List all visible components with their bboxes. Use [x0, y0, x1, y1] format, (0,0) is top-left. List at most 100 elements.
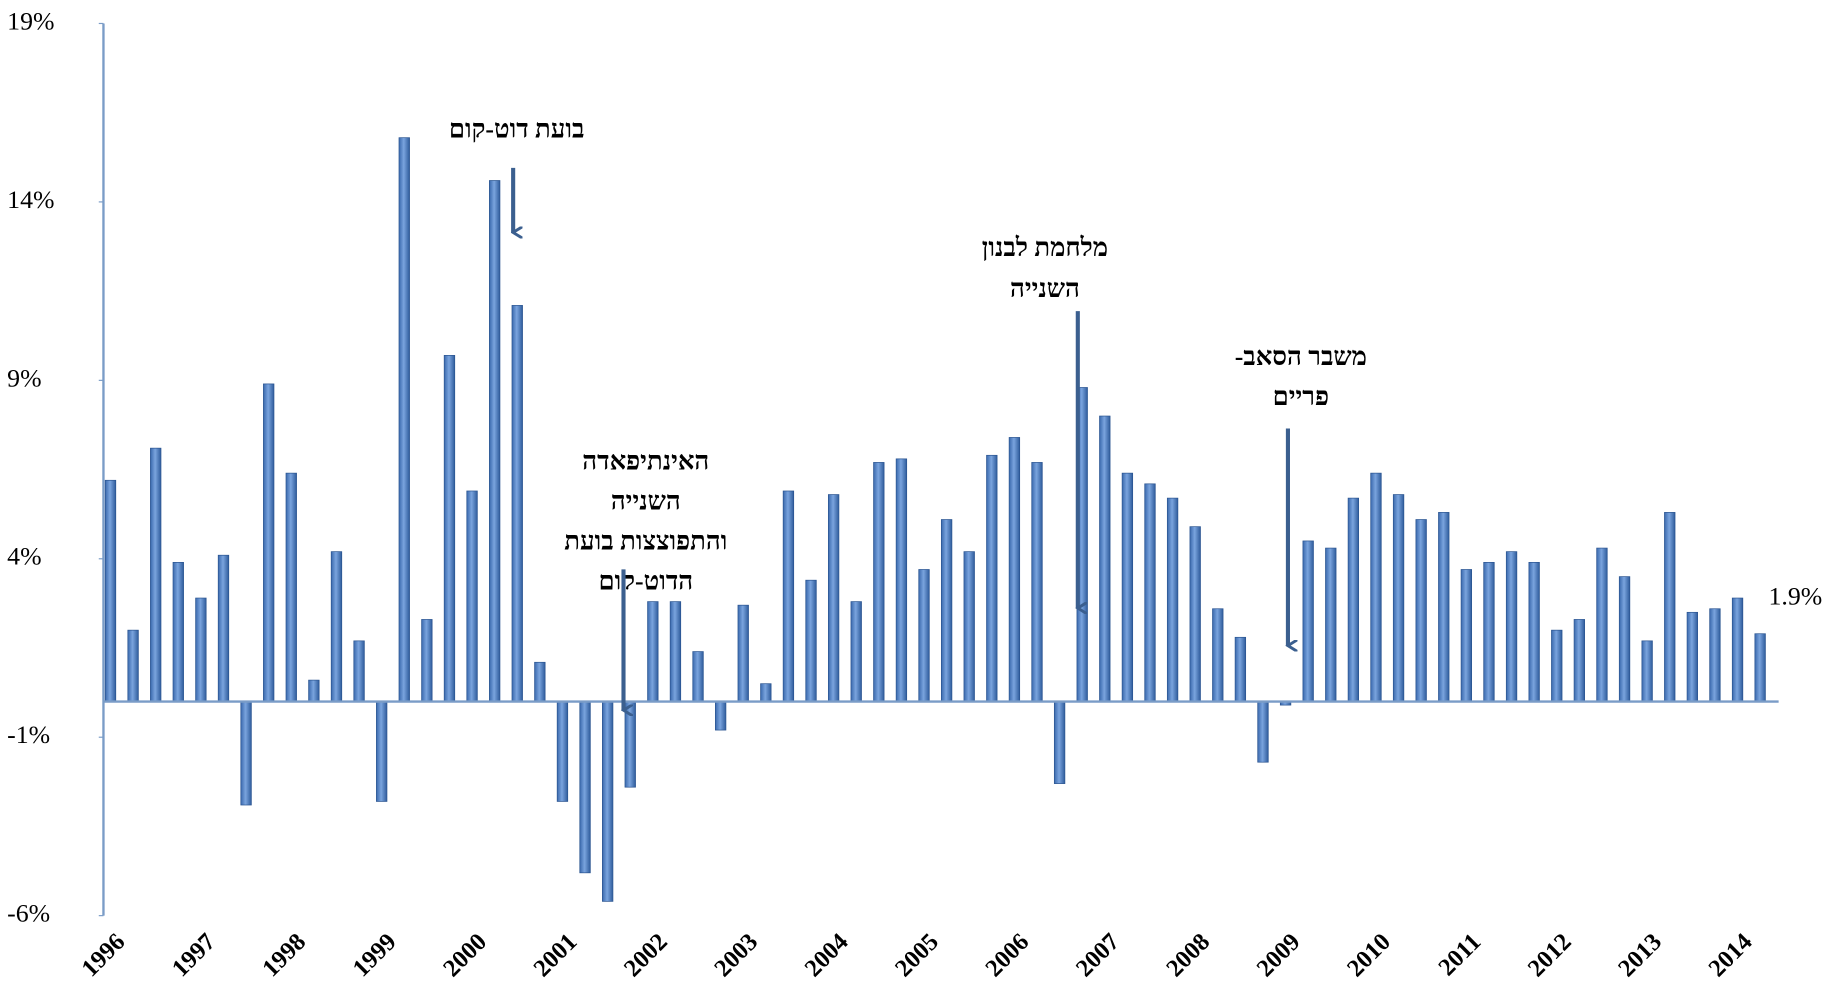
x-tick-label: 1999 — [348, 928, 402, 982]
value-label: 1.9% — [1768, 581, 1822, 610]
bar — [918, 569, 930, 702]
bar — [986, 454, 998, 702]
x-tick-label: 1997 — [167, 928, 221, 982]
bar — [1302, 540, 1314, 702]
x-tick-label: 2001 — [528, 928, 582, 982]
bar — [511, 305, 523, 702]
x-tick-label: 2009 — [1252, 928, 1306, 982]
bar — [556, 701, 569, 802]
y-tick-label: 19% — [7, 6, 54, 35]
x-tick-label: 2013 — [1613, 928, 1667, 982]
annotation: האינתיפאדה — [582, 447, 709, 476]
bar — [285, 472, 297, 702]
bar — [534, 661, 546, 702]
bar — [263, 383, 275, 702]
x-tick-label: 2014 — [1704, 928, 1758, 982]
x-tick-label: 2004 — [800, 928, 854, 982]
bar — [421, 619, 433, 702]
bar — [963, 551, 975, 702]
annotation: משבר הסאב- — [1235, 342, 1367, 371]
bar — [1754, 633, 1766, 702]
bar — [1053, 701, 1066, 784]
bar — [398, 137, 410, 702]
bar — [1731, 597, 1744, 702]
bar — [782, 490, 795, 702]
bar — [1415, 519, 1427, 702]
bar — [940, 519, 953, 702]
y-tick-label: -1% — [7, 720, 50, 749]
y-tick-label: 4% — [7, 542, 41, 571]
y-tick-label: 14% — [7, 185, 54, 214]
x-tick-label: 2006 — [980, 928, 1034, 982]
x-tick-label: 2008 — [1161, 928, 1215, 982]
x-tick-label: 2003 — [709, 928, 763, 982]
bar — [1686, 611, 1698, 702]
x-tick-label: 1996 — [77, 928, 131, 982]
bar — [669, 601, 682, 702]
bar — [1347, 497, 1360, 702]
bar — [1709, 608, 1721, 702]
bar — [827, 494, 840, 702]
bar — [353, 640, 365, 702]
x-tick-label: 1998 — [257, 928, 311, 982]
bar — [1664, 512, 1676, 702]
bar — [1483, 561, 1495, 702]
bar — [1166, 497, 1179, 702]
bar — [1392, 494, 1405, 702]
bar — [240, 701, 252, 806]
bar — [443, 355, 456, 702]
bar — [1370, 472, 1382, 702]
bar — [1460, 569, 1473, 702]
bar — [1257, 701, 1269, 763]
bar — [1573, 619, 1585, 702]
bar — [760, 683, 772, 702]
bar — [1325, 547, 1337, 702]
x-tick-label: 2011 — [1433, 928, 1486, 981]
bar — [1641, 640, 1653, 702]
bar — [466, 490, 478, 702]
bar — [850, 601, 862, 702]
bar — [1212, 608, 1224, 702]
bar — [376, 701, 388, 802]
y-tick-label: 9% — [7, 363, 41, 392]
x-tick-label: 2000 — [438, 928, 492, 982]
annotation: בועת דוט-קום — [449, 114, 585, 143]
bar — [895, 458, 908, 702]
bar — [104, 479, 117, 702]
bar — [805, 579, 817, 702]
annotation: והתפוצצות בועת — [564, 526, 727, 555]
x-tick-label: 2005 — [890, 928, 944, 982]
bar — [1528, 561, 1540, 702]
y-tick-label: -6% — [7, 899, 50, 928]
bar — [1438, 512, 1450, 702]
bar — [647, 601, 659, 702]
bar — [1596, 547, 1608, 702]
bar — [1008, 437, 1021, 702]
bar — [873, 462, 885, 702]
bar — [1031, 462, 1043, 702]
bar — [1189, 526, 1201, 702]
bar — [624, 701, 636, 788]
bar — [602, 701, 614, 902]
bar — [217, 554, 230, 702]
annotation: פריים — [1273, 382, 1329, 411]
bar — [1505, 551, 1518, 702]
bar — [715, 701, 727, 731]
bar — [127, 629, 139, 702]
bar — [172, 561, 184, 702]
bar — [1618, 576, 1631, 702]
bar — [1121, 472, 1134, 702]
annotation: הדוט-קום — [599, 566, 694, 595]
x-tick-label: 2007 — [1071, 928, 1125, 982]
bar — [489, 180, 501, 702]
bar — [692, 651, 704, 702]
bar — [737, 604, 749, 702]
annotation: מלחמת לבנון — [982, 233, 1108, 262]
bar — [150, 447, 162, 702]
x-tick-label: 2012 — [1523, 928, 1577, 982]
bar — [195, 597, 207, 702]
x-tick-label: 2010 — [1342, 928, 1396, 982]
bar — [1099, 415, 1111, 702]
